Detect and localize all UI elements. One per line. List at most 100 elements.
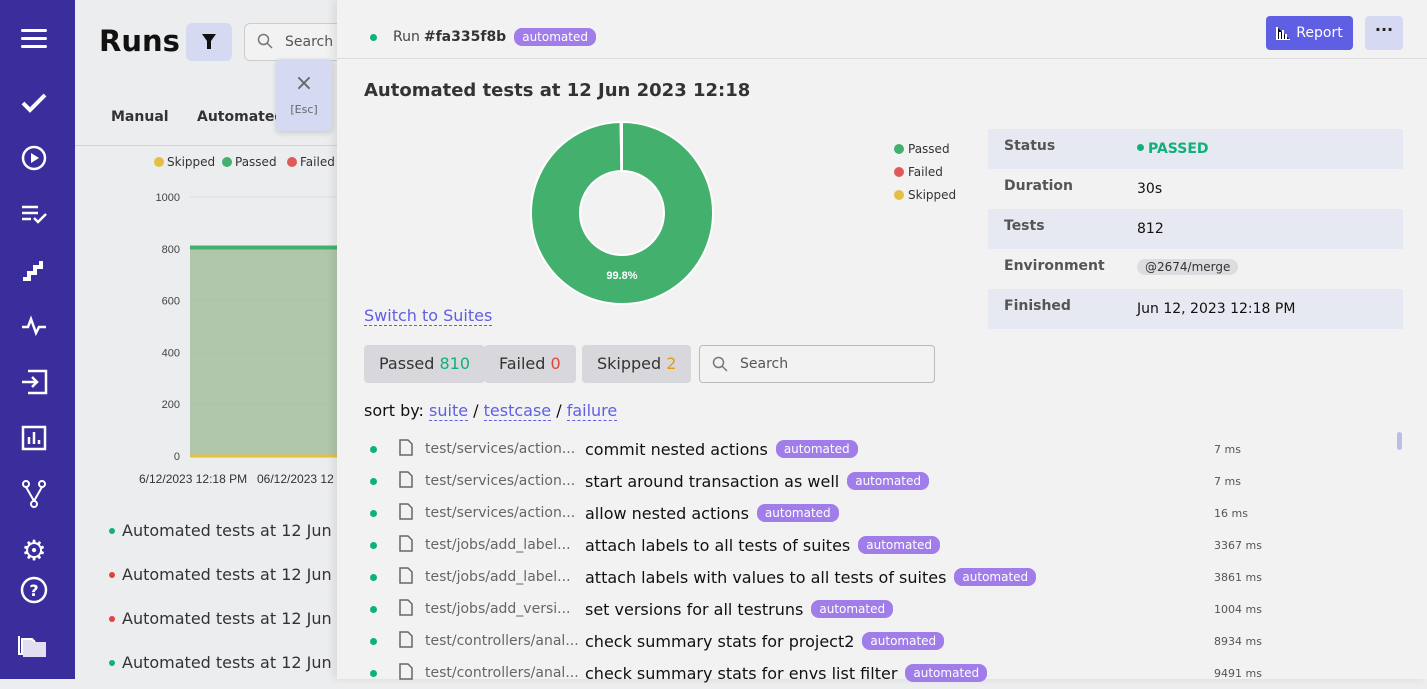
tests-search-input[interactable]: Search — [699, 345, 935, 383]
run-list-item[interactable]: Automated tests at 12 Jun 2023 — [109, 609, 337, 628]
status-dot — [109, 615, 115, 622]
test-row[interactable]: test/jobs/add_versi... set versions for a… — [364, 593, 1279, 625]
donut-slice-passed[interactable] — [530, 120, 714, 305]
filter-button[interactable] — [186, 23, 232, 61]
x-tick-label: 6/12/2023 12:18 PM — [139, 472, 247, 486]
pie-legend-failed: Failed — [894, 165, 943, 179]
menu-icon[interactable] — [20, 24, 48, 52]
donut-slice-skipped[interactable] — [619, 120, 623, 173]
run-list-item[interactable]: Automated tests at 12 Jun 2023 — [109, 521, 337, 540]
file-icon — [399, 630, 415, 652]
test-path: test/jobs/add_label... — [425, 537, 571, 553]
test-row[interactable]: test/controllers/anal... check summary st… — [364, 657, 1279, 689]
close-panel-button[interactable]: × [Esc] — [276, 59, 332, 131]
test-duration: 3367 ms — [1214, 538, 1262, 552]
switch-to-suites-link[interactable]: Switch to Suites — [364, 306, 493, 326]
status-dot — [370, 669, 377, 677]
run-badge: automated — [514, 28, 596, 46]
status-dot — [109, 571, 115, 578]
status-dot — [370, 541, 377, 549]
test-name: check summary stats for envs list filter — [585, 663, 898, 683]
page-title: Runs — [99, 24, 180, 58]
donut-label: 99.8% — [606, 270, 637, 282]
import-icon[interactable] — [20, 368, 48, 396]
search-icon — [257, 33, 273, 53]
test-name: set versions for all testruns — [585, 599, 804, 619]
search-placeholder: Search — [285, 34, 334, 50]
sort-testcase-link[interactable]: testcase — [483, 401, 552, 421]
environment-badge: @2674/merge — [1137, 259, 1239, 275]
stairs-icon[interactable] — [20, 256, 48, 284]
legend-skipped: Skipped — [154, 155, 215, 169]
status-dot — [109, 527, 115, 534]
check-icon[interactable] — [20, 88, 48, 116]
run-title: Automated tests at 12 Jun 2023 — [122, 653, 337, 672]
run-list-item[interactable]: Automated tests at 12 Jun 2023 — [109, 565, 337, 584]
more-options-button[interactable]: ··· — [1365, 16, 1403, 50]
run-label: Run — [393, 29, 420, 45]
file-icon — [399, 598, 415, 620]
report-button[interactable]: Report — [1266, 16, 1353, 50]
y-tick-label: 600 — [162, 296, 180, 308]
run-header: Run #fa335f8b automated Report ··· — [337, 0, 1427, 59]
bar-chart-icon[interactable] — [20, 424, 48, 452]
runs-search-input[interactable]: Search — [244, 23, 337, 61]
status-dot — [370, 637, 377, 645]
search-icon — [712, 356, 728, 376]
filter-failed-button[interactable]: Failed 0 — [484, 345, 576, 383]
test-path: test/services/action... — [425, 473, 576, 489]
info-finished: Finished Jun 12, 2023 12:18 PM — [988, 289, 1403, 329]
status-dot — [370, 445, 377, 453]
test-badge: automated — [847, 472, 929, 490]
test-badge: automated — [756, 504, 839, 522]
test-badge: automated — [862, 632, 945, 650]
test-row[interactable]: test/services/action... allow nested acti… — [364, 497, 1279, 529]
test-row[interactable]: test/jobs/add_label... attach labels to a… — [364, 529, 1279, 561]
pulse-icon[interactable] — [20, 312, 48, 340]
play-circle-icon[interactable] — [20, 144, 48, 172]
test-name: allow nested actions — [585, 503, 749, 523]
test-row[interactable]: test/services/action... start around tran… — [364, 465, 1279, 497]
sort-suite-link[interactable]: suite — [429, 401, 469, 421]
status-dot — [109, 659, 115, 666]
sidebar: ⚙ ? — [0, 0, 75, 679]
test-row[interactable]: test/jobs/add_label... attach labels with… — [364, 561, 1279, 593]
run-id: #fa335f8b — [423, 29, 507, 45]
branch-icon[interactable] — [20, 480, 48, 508]
test-path: test/services/action... — [425, 441, 576, 457]
folder-icon[interactable] — [18, 632, 46, 660]
help-icon[interactable]: ? — [20, 576, 48, 604]
file-icon — [399, 662, 415, 684]
tab-manual[interactable]: Manual — [111, 109, 169, 125]
test-row[interactable]: test/controllers/anal... check summary st… — [364, 625, 1279, 657]
filter-passed-button[interactable]: Passed 810 — [364, 345, 486, 383]
bar-chart-icon — [1276, 26, 1291, 40]
run-list-item[interactable]: Automated tests at 12 Jun 2023 — [109, 653, 337, 672]
filter-skipped-button[interactable]: Skipped 2 — [582, 345, 692, 383]
test-path: test/jobs/add_versi... — [425, 601, 571, 617]
x-tick-label: 06/12/2023 12 — [257, 472, 334, 486]
test-name: attach labels to all tests of suites — [585, 535, 851, 555]
sort-failure-link[interactable]: failure — [566, 401, 618, 421]
run-title: Automated tests at 12 Jun 2023 12:18 — [364, 80, 751, 101]
divider — [75, 145, 337, 146]
test-badge: automated — [905, 664, 988, 682]
test-duration: 16 ms — [1214, 506, 1248, 520]
gear-icon[interactable]: ⚙ — [21, 533, 47, 567]
test-badge: automated — [775, 440, 858, 458]
pie-legend-skipped: Skipped — [894, 188, 956, 202]
run-title: Automated tests at 12 Jun 2023 — [122, 521, 337, 540]
test-path: test/controllers/anal... — [425, 633, 579, 649]
test-badge: automated — [811, 600, 894, 618]
test-duration: 8934 ms — [1214, 634, 1262, 648]
list-check-icon[interactable] — [20, 200, 48, 228]
test-row[interactable]: test/services/action... commit nested act… — [364, 433, 1279, 465]
test-path: test/jobs/add_label... — [425, 569, 571, 585]
test-name: check summary stats for project2 — [585, 631, 855, 651]
esc-hint: [Esc] — [290, 103, 318, 116]
scrollbar[interactable] — [1397, 432, 1402, 450]
test-duration: 1004 ms — [1214, 602, 1262, 616]
run-title: Automated tests at 12 Jun 2023 — [122, 565, 337, 584]
passed-area — [190, 247, 337, 456]
tab-automated[interactable]: Automated — [197, 109, 285, 125]
